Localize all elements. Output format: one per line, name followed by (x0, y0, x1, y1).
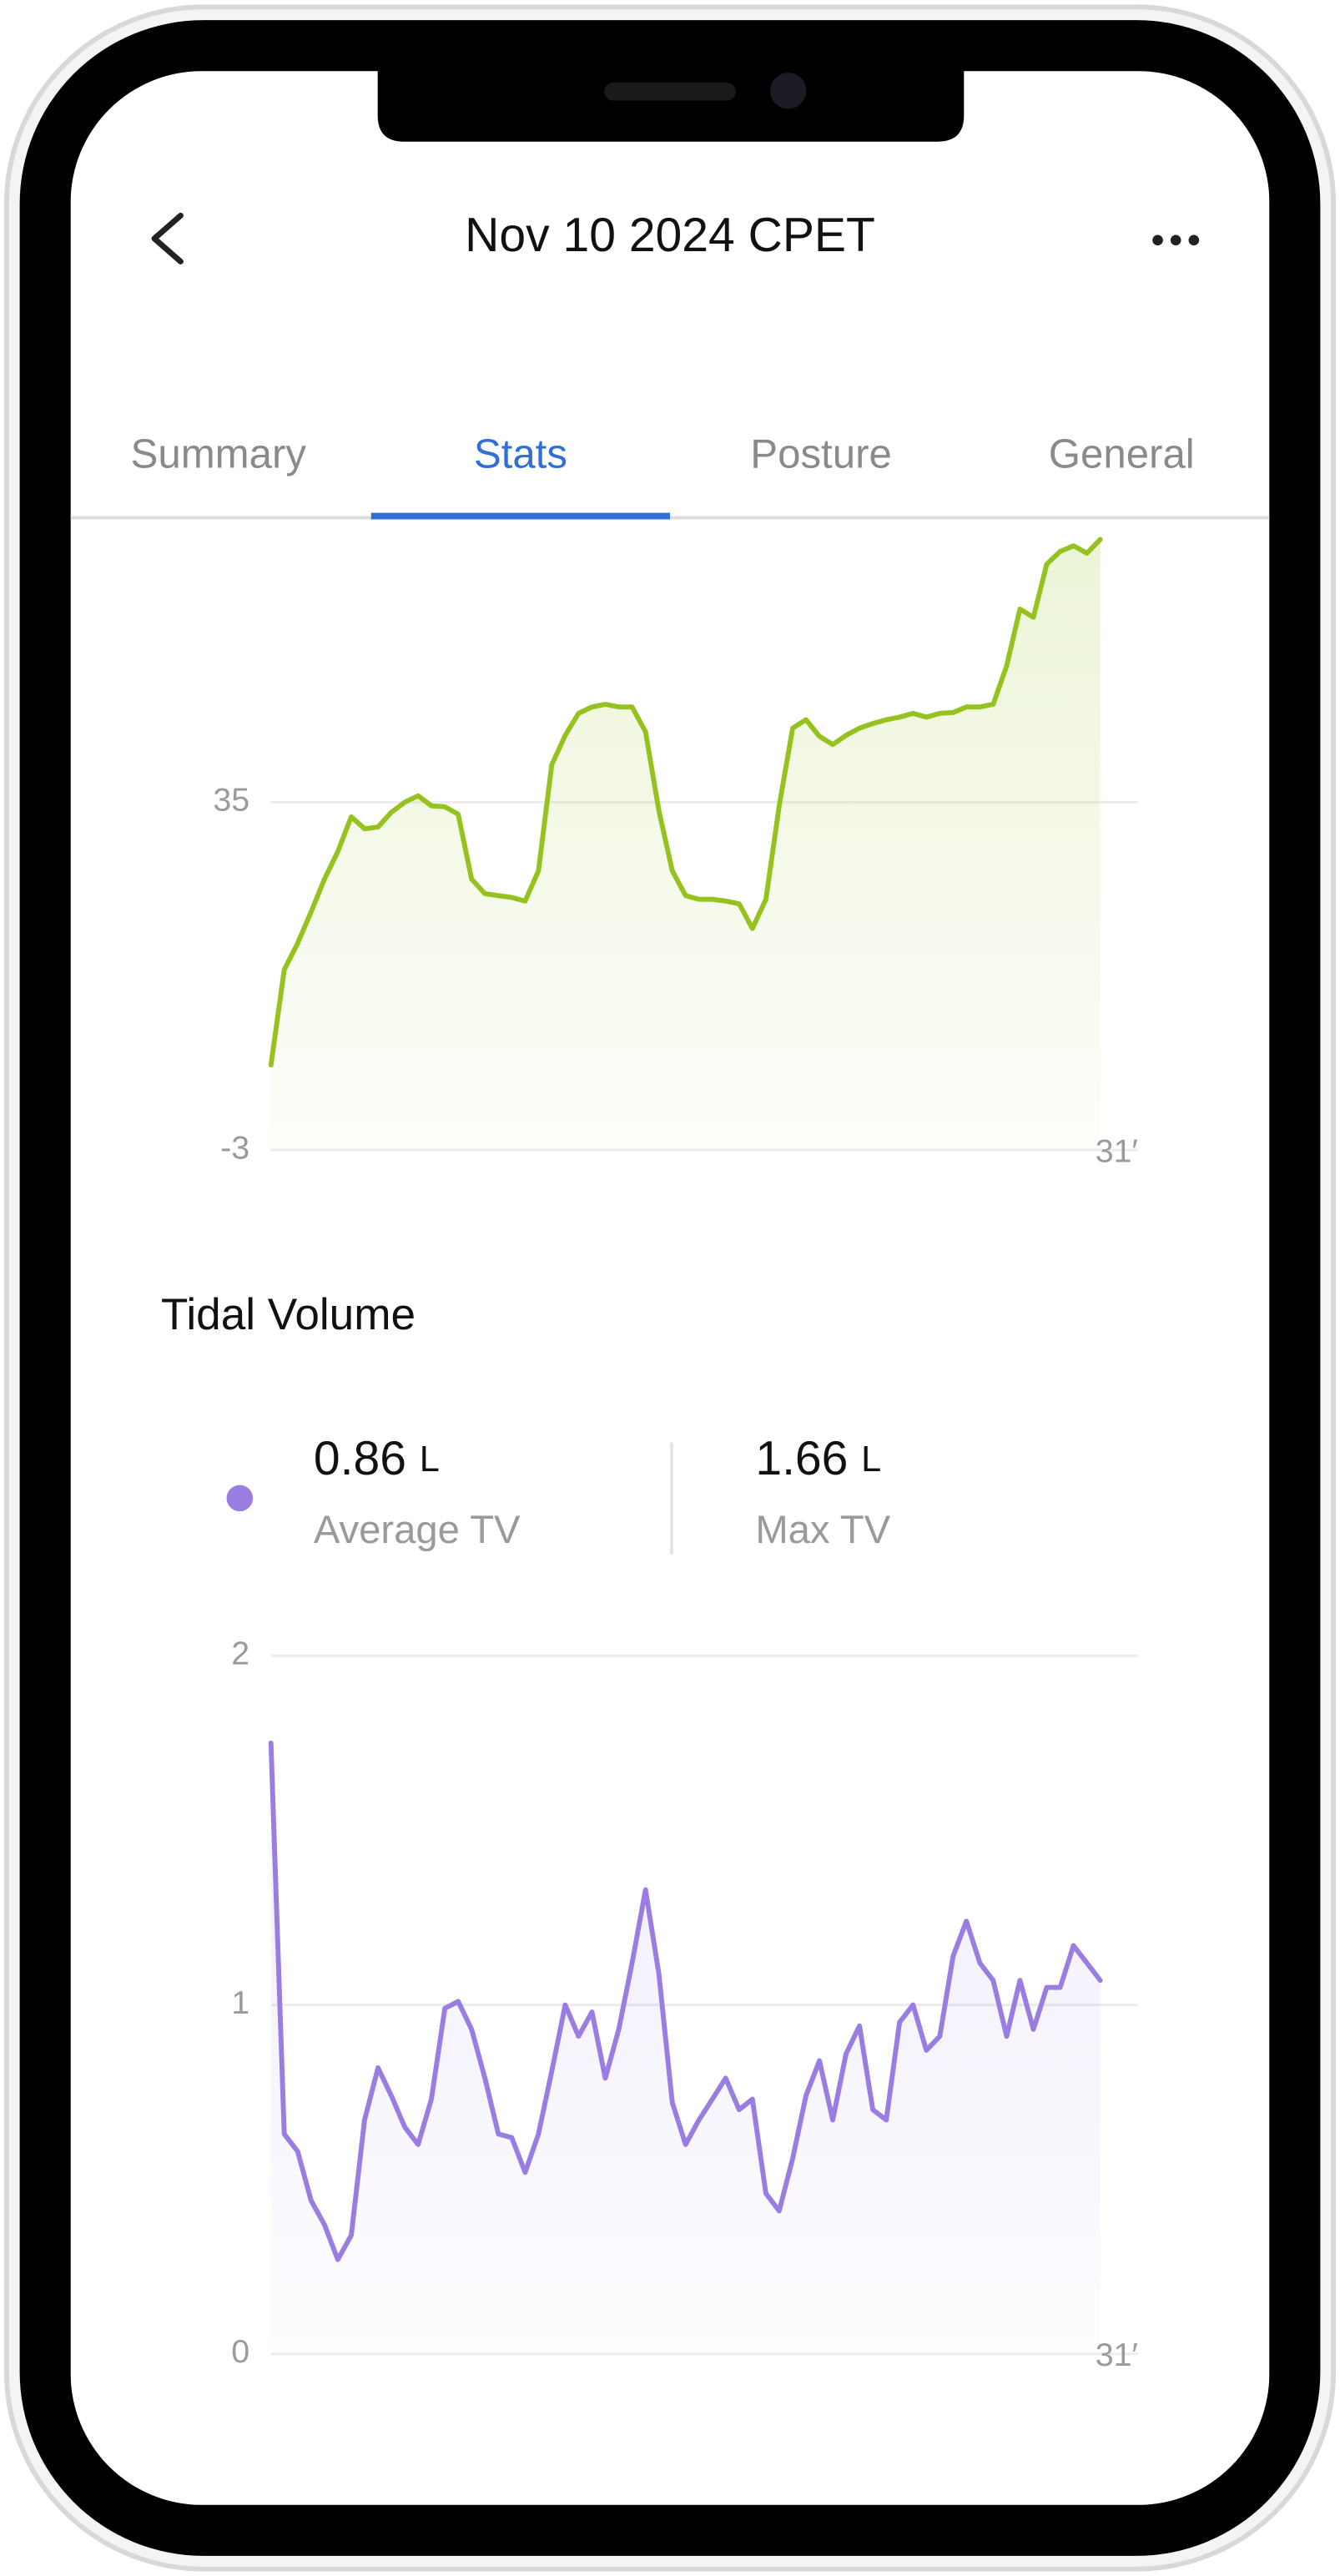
stat-unit: L (420, 1440, 440, 1480)
speaker (604, 82, 736, 101)
tab[interactable]: General (1049, 431, 1195, 477)
line-area (270, 539, 1101, 1151)
x-tick-label: 31′ (1096, 2337, 1138, 2373)
stat-label: Max TV (755, 1508, 890, 1552)
x-tick-label: 31′ (1096, 1133, 1138, 1170)
stat-number: 0.86 (314, 1432, 406, 1485)
tab[interactable]: Summary (131, 431, 307, 477)
dot (1152, 234, 1163, 246)
page-title: Nov 10 2024 CPET (465, 209, 875, 262)
tab[interactable]: Posture (750, 431, 892, 477)
stat-value: 1.66 L (755, 1432, 881, 1485)
y-tick-label: -3 (220, 1130, 249, 1167)
dot (1188, 234, 1200, 246)
stat-label: Average TV (314, 1508, 521, 1552)
stat-unit: L (861, 1440, 881, 1480)
back-button[interactable] (151, 212, 184, 265)
y-tick-label: 2 (231, 1636, 249, 1672)
stat-value: 0.86 L (314, 1432, 440, 1485)
y-tick-label: 0 (231, 2333, 249, 2370)
section-title: Tidal Volume (161, 1290, 416, 1339)
dot (1170, 234, 1181, 246)
y-tick-label: 35 (213, 782, 249, 819)
line (268, 537, 1103, 1068)
tab-indicator (370, 512, 670, 520)
camera (770, 73, 807, 109)
line-area (270, 1742, 1101, 2354)
stat-number: 1.66 (755, 1432, 848, 1485)
more-button[interactable] (1152, 234, 1200, 246)
line (268, 1740, 1103, 2262)
legend-dot (226, 1485, 254, 1512)
tab[interactable]: Stats (474, 431, 567, 477)
y-tick-label: 1 (231, 1984, 249, 2021)
